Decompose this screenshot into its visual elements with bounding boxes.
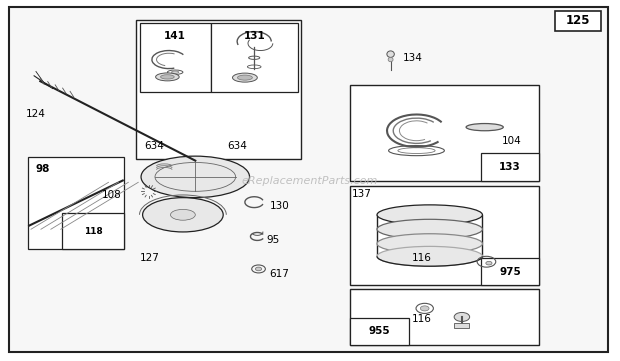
Text: 95: 95	[267, 235, 280, 245]
Bar	[350, 85, 539, 180]
Ellipse shape	[170, 209, 195, 220]
Bar	[350, 289, 539, 345]
Ellipse shape	[377, 234, 482, 253]
Ellipse shape	[466, 123, 503, 131]
Bar	[96, 85, 338, 345]
Ellipse shape	[171, 71, 179, 73]
Ellipse shape	[232, 73, 257, 82]
Text: 955: 955	[369, 326, 391, 336]
Text: 131: 131	[243, 31, 265, 42]
Text: 137: 137	[352, 189, 372, 199]
Ellipse shape	[377, 219, 482, 239]
Bar	[28, 157, 124, 249]
Text: 116: 116	[412, 253, 432, 263]
Ellipse shape	[156, 73, 179, 81]
Text: 634: 634	[228, 141, 247, 151]
Bar	[140, 23, 211, 92]
Text: 975: 975	[499, 267, 521, 277]
Text: 98: 98	[35, 164, 50, 174]
Bar	[62, 213, 124, 249]
Bar	[350, 318, 409, 345]
Text: 127: 127	[140, 253, 159, 263]
Text: 125: 125	[566, 14, 590, 27]
Ellipse shape	[486, 261, 492, 265]
Ellipse shape	[255, 267, 262, 271]
Ellipse shape	[155, 162, 236, 191]
Ellipse shape	[377, 246, 482, 266]
Ellipse shape	[237, 75, 252, 80]
Ellipse shape	[420, 306, 429, 311]
Bar	[350, 186, 539, 285]
Text: 134: 134	[403, 53, 423, 63]
Bar	[338, 13, 397, 139]
Ellipse shape	[143, 197, 223, 232]
Bar	[555, 11, 601, 31]
Text: 133: 133	[499, 162, 521, 172]
Bar	[480, 153, 539, 180]
Bar	[211, 23, 298, 92]
Text: 116: 116	[412, 314, 432, 325]
Bar	[480, 258, 539, 285]
Ellipse shape	[454, 312, 469, 321]
Bar	[454, 323, 469, 328]
Ellipse shape	[387, 51, 394, 57]
Ellipse shape	[141, 156, 249, 197]
Ellipse shape	[377, 205, 482, 225]
Text: 118: 118	[84, 227, 102, 235]
Text: 124: 124	[26, 109, 46, 119]
Ellipse shape	[388, 57, 393, 62]
Text: 141: 141	[164, 31, 186, 42]
Text: 108: 108	[102, 190, 122, 200]
Bar	[136, 20, 301, 159]
Text: eReplacementParts.com: eReplacementParts.com	[242, 175, 378, 186]
Text: 617: 617	[270, 269, 290, 279]
Text: 634: 634	[144, 141, 164, 151]
Text: 130: 130	[270, 201, 290, 211]
Ellipse shape	[161, 75, 174, 79]
Text: 104: 104	[502, 136, 522, 146]
